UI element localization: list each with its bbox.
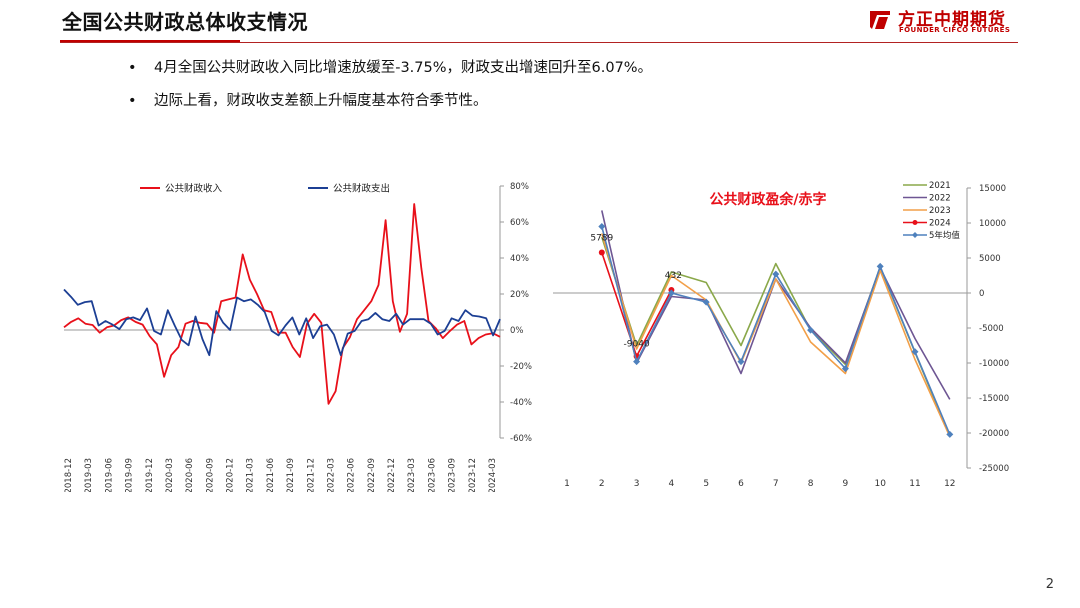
- x-tick-label: 2021-06: [266, 458, 276, 492]
- data-point-5年均值: [841, 365, 849, 373]
- x-tick-label: 11: [909, 479, 920, 489]
- data-point-5年均值: [807, 326, 815, 334]
- logo-name-en: FOUNDER CIFCO FUTURES: [899, 26, 1011, 34]
- series-line-2023: [601, 233, 951, 437]
- x-tick-label: 2021-09: [286, 458, 296, 492]
- title-accent-bar: [60, 40, 240, 43]
- y-tick-label: 0: [979, 289, 984, 299]
- legend-marker: [912, 220, 918, 225]
- summary-bullets: • 4月全国公共财政收入同比增速放缓至-3.75%，财政支出增速回升至6.07%…: [128, 56, 652, 122]
- data-label: -9040: [624, 339, 650, 349]
- x-tick-label: 5: [703, 479, 709, 489]
- bullet-item: • 边际上看，财政收支差额上升幅度基本符合季节性。: [128, 89, 652, 122]
- y-tick-label: 10000: [979, 219, 1006, 229]
- x-tick-label: 1: [564, 479, 570, 489]
- y-tick-label: -25000: [979, 464, 1009, 474]
- x-tick-label: 2018-12: [64, 458, 74, 492]
- x-tick-label: 7: [773, 479, 779, 489]
- x-tick-label: 8: [808, 479, 814, 489]
- x-tick-label: 12: [944, 479, 955, 489]
- title-divider: [60, 42, 1018, 43]
- x-tick-label: 6: [738, 479, 744, 489]
- x-tick-label: 2: [599, 479, 605, 489]
- x-tick-label: 2020-12: [226, 458, 236, 492]
- fiscal-balance-chart: 15000 10000 5000 0 -5000 -10000 -15000 -20000 -2…: [553, 181, 1009, 489]
- series-line-0: [63, 203, 501, 405]
- y-tick-label: 60%: [510, 218, 529, 228]
- bullet-text: 边际上看，财政收支差额上升幅度基本符合季节性。: [154, 93, 488, 109]
- x-tick-label: 2023-09: [448, 458, 458, 492]
- bullet-item: • 4月全国公共财政收入同比增速放缓至-3.75%，财政支出增速回升至6.07%…: [128, 56, 652, 89]
- x-tick-label: 4: [669, 479, 675, 489]
- data-point-5年均值: [876, 262, 884, 270]
- logo-mark-icon: [870, 11, 890, 29]
- revenue-expenditure-growth-chart: 80% 60% 40% 20% 0% -20% -40% -60% 2018-12 2019-03…: [63, 182, 532, 492]
- bullet-dot: •: [128, 93, 137, 109]
- data-point-5年均值: [702, 298, 710, 306]
- data-point-5年均值: [633, 358, 641, 366]
- y-tick-label: -60%: [510, 434, 532, 444]
- y-tick-label: 20%: [510, 290, 529, 300]
- x-tick-label: 2023-12: [468, 458, 478, 492]
- y-tick-label: 40%: [510, 254, 529, 264]
- legend-label: 2021: [929, 181, 951, 191]
- legend-label: 5年均值: [929, 230, 960, 241]
- x-tick-label: 2022-06: [347, 458, 357, 492]
- x-tick-label: 2020-09: [205, 458, 215, 492]
- series-line-2022: [601, 210, 951, 400]
- y-tick-label: -5000: [979, 324, 1004, 334]
- legend-label: 公共财政支出: [333, 183, 390, 195]
- y-tick-label: -15000: [979, 394, 1009, 404]
- series-line-1: [63, 288, 501, 357]
- x-tick-label: 2019-06: [104, 458, 114, 492]
- data-point-2024: [598, 249, 605, 256]
- chart-title: 公共财政盈余/赤字: [709, 191, 826, 208]
- legend-marker: [912, 232, 918, 238]
- data-label: 5789: [590, 233, 613, 243]
- x-tick-label: 2020-06: [185, 458, 195, 492]
- page-title: 全国公共财政总体收支情况: [62, 10, 308, 34]
- data-point-5年均值: [946, 430, 954, 438]
- data-label: 432: [665, 271, 682, 281]
- bullet-dot: •: [128, 60, 137, 76]
- x-tick-label: 9: [843, 479, 849, 489]
- x-tick-label: 2022-03: [326, 458, 336, 492]
- data-point-5年均值: [911, 348, 919, 356]
- data-point-5年均值: [772, 270, 780, 278]
- y-tick-label: 15000: [979, 184, 1006, 194]
- x-tick-label: 2021-12: [306, 458, 316, 492]
- legend-label: 2022: [929, 194, 951, 204]
- y-tick-label: 0%: [510, 326, 524, 336]
- data-point-5年均值: [737, 358, 745, 366]
- y-tick-label: -20000: [979, 429, 1009, 439]
- legend-label: 2023: [929, 206, 951, 216]
- x-tick-label: 2021-03: [246, 458, 256, 492]
- brand-logo: 方正中期期货 FOUNDER CIFCO FUTURES: [868, 5, 1018, 37]
- x-tick-label: 2022-12: [387, 458, 397, 492]
- x-tick-label: 3: [634, 479, 640, 489]
- logo-name-cn: 方正中期期货: [898, 10, 1006, 30]
- x-tick-label: 2019-09: [125, 458, 135, 492]
- legend-label: 公共财政收入: [165, 183, 223, 195]
- y-tick-label: -20%: [510, 362, 532, 372]
- y-tick-label: -10000: [979, 359, 1009, 369]
- y-tick-label: 80%: [510, 182, 529, 192]
- x-tick-label: 2022-09: [367, 458, 377, 492]
- data-point-5年均值: [598, 223, 606, 230]
- x-tick-label: 2023-03: [407, 458, 417, 492]
- x-tick-label: 2019-12: [145, 458, 155, 492]
- legend-label: 2024: [929, 219, 951, 229]
- x-tick-label: 2024-03: [488, 458, 498, 492]
- x-tick-label: 2023-06: [427, 458, 437, 492]
- x-tick-label: 2020-03: [165, 458, 175, 492]
- data-point-5年均值: [667, 289, 675, 297]
- y-tick-label: 5000: [979, 254, 1001, 264]
- y-tick-label: -40%: [510, 398, 532, 408]
- series-line-2021: [601, 236, 951, 437]
- x-tick-label: 2019-03: [84, 458, 94, 492]
- bullet-text: 4月全国公共财政收入同比增速放缓至-3.75%，财政支出增速回升至6.07%。: [154, 60, 653, 76]
- page-number: 2: [1045, 577, 1054, 592]
- x-tick-label: 10: [874, 479, 886, 489]
